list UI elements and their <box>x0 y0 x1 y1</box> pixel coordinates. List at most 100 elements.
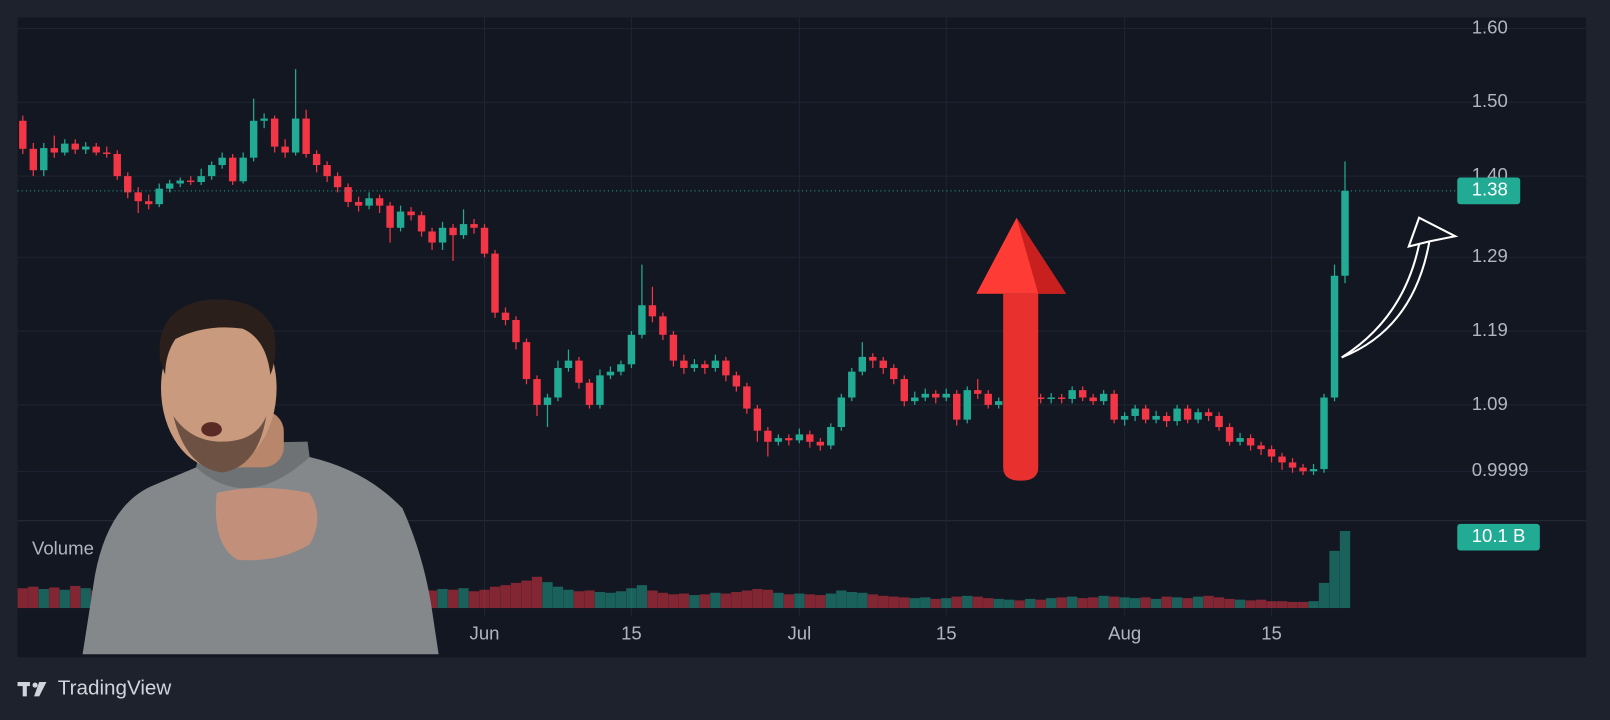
candle-body <box>228 157 237 182</box>
volume-bar <box>1287 601 1298 609</box>
candle-body <box>501 312 510 321</box>
candle-body <box>512 320 520 343</box>
candle-body <box>795 434 804 441</box>
volume-bar <box>510 582 522 609</box>
volume-bar <box>426 590 438 609</box>
candle-body <box>1047 397 1055 399</box>
candle-body <box>1215 415 1223 428</box>
volume-bar <box>857 592 868 609</box>
volume-bar <box>846 592 857 609</box>
candle-body <box>365 198 373 206</box>
volume-bar <box>1213 597 1225 609</box>
volume-bar <box>458 588 469 609</box>
volume-bar <box>615 591 627 609</box>
candle-body <box>449 227 457 236</box>
volume-bar <box>479 589 490 609</box>
volume-bar <box>1025 598 1036 609</box>
brand-logo <box>17 681 47 697</box>
volume-bar <box>1339 531 1351 609</box>
y-tick-label: 1.19 <box>1472 319 1508 340</box>
candle-body <box>732 375 741 387</box>
volume-bar <box>59 589 70 609</box>
volume-bar <box>489 586 501 609</box>
volume-bar <box>993 598 1004 609</box>
volume-bar <box>468 591 480 609</box>
candle-body <box>291 118 300 153</box>
volume-bar <box>825 593 836 609</box>
volume-bar <box>521 580 532 609</box>
candle-body <box>564 360 573 368</box>
candle-body <box>260 118 268 121</box>
candle-body <box>1120 415 1129 420</box>
candle-body <box>186 180 195 183</box>
candle-body <box>1194 412 1202 420</box>
candle-body <box>1330 275 1339 398</box>
volume-bar <box>1014 600 1025 609</box>
candle-body <box>522 342 531 380</box>
volume-bar <box>678 593 690 609</box>
volume-bar <box>930 598 941 609</box>
volume-bar <box>437 588 448 609</box>
volume-bar <box>762 589 774 609</box>
volume-bar <box>626 588 637 609</box>
volume-bar <box>941 598 952 609</box>
candle-body <box>19 120 27 149</box>
candle-body <box>1236 438 1244 442</box>
volume-bar <box>909 598 920 609</box>
volume-bar <box>563 589 574 609</box>
volume-bar <box>1255 599 1267 609</box>
candle-body <box>218 157 226 166</box>
volume-bar <box>962 595 973 609</box>
candle-body <box>124 176 132 193</box>
candle-body <box>984 393 992 405</box>
candle-body <box>207 165 216 177</box>
volume-bar <box>1098 595 1109 609</box>
candle-body <box>312 153 321 166</box>
person-photo <box>82 299 439 655</box>
volume-bar <box>741 590 753 609</box>
candle-body <box>71 143 79 150</box>
candle-body <box>438 227 447 243</box>
candle-body <box>61 143 69 153</box>
candle-body <box>816 441 825 446</box>
candle-body <box>1110 393 1118 420</box>
candle-body <box>1309 469 1318 472</box>
volume-bar <box>531 576 543 609</box>
volume-bar <box>668 594 679 609</box>
candle-body <box>145 201 153 205</box>
candle-body <box>40 148 48 171</box>
volume-bar <box>1234 599 1246 609</box>
volume-bar <box>1297 601 1309 609</box>
volume-bar <box>1182 598 1193 609</box>
last-volume-box <box>1457 523 1540 551</box>
candle-body <box>270 118 279 147</box>
volume-bar <box>1161 596 1172 609</box>
candle-body <box>344 187 352 202</box>
candle-body <box>638 305 646 335</box>
candle-body <box>554 367 562 398</box>
candle-body <box>669 334 678 361</box>
candle-body <box>900 379 908 402</box>
volume-bar <box>794 593 805 609</box>
candle-body <box>103 152 111 154</box>
candle-body <box>837 397 846 428</box>
x-tick-label: Aug <box>1108 623 1141 644</box>
volume-bar <box>1266 601 1277 609</box>
volume-bar <box>689 595 700 609</box>
volume-bar <box>594 592 606 609</box>
candle-body <box>1183 408 1192 420</box>
candle-body <box>921 393 929 398</box>
candle-body <box>354 201 363 206</box>
volume-bar <box>80 588 91 609</box>
y-tick-label: 0.9999 <box>1472 459 1529 480</box>
candle-body <box>785 438 793 441</box>
candle-body <box>29 148 38 171</box>
candle-body <box>176 180 184 184</box>
y-tick-label: 1.60 <box>1472 16 1508 37</box>
candle-body <box>480 227 489 254</box>
candle-body <box>281 146 289 153</box>
volume-bar <box>500 585 511 609</box>
volume-bar <box>605 592 616 609</box>
